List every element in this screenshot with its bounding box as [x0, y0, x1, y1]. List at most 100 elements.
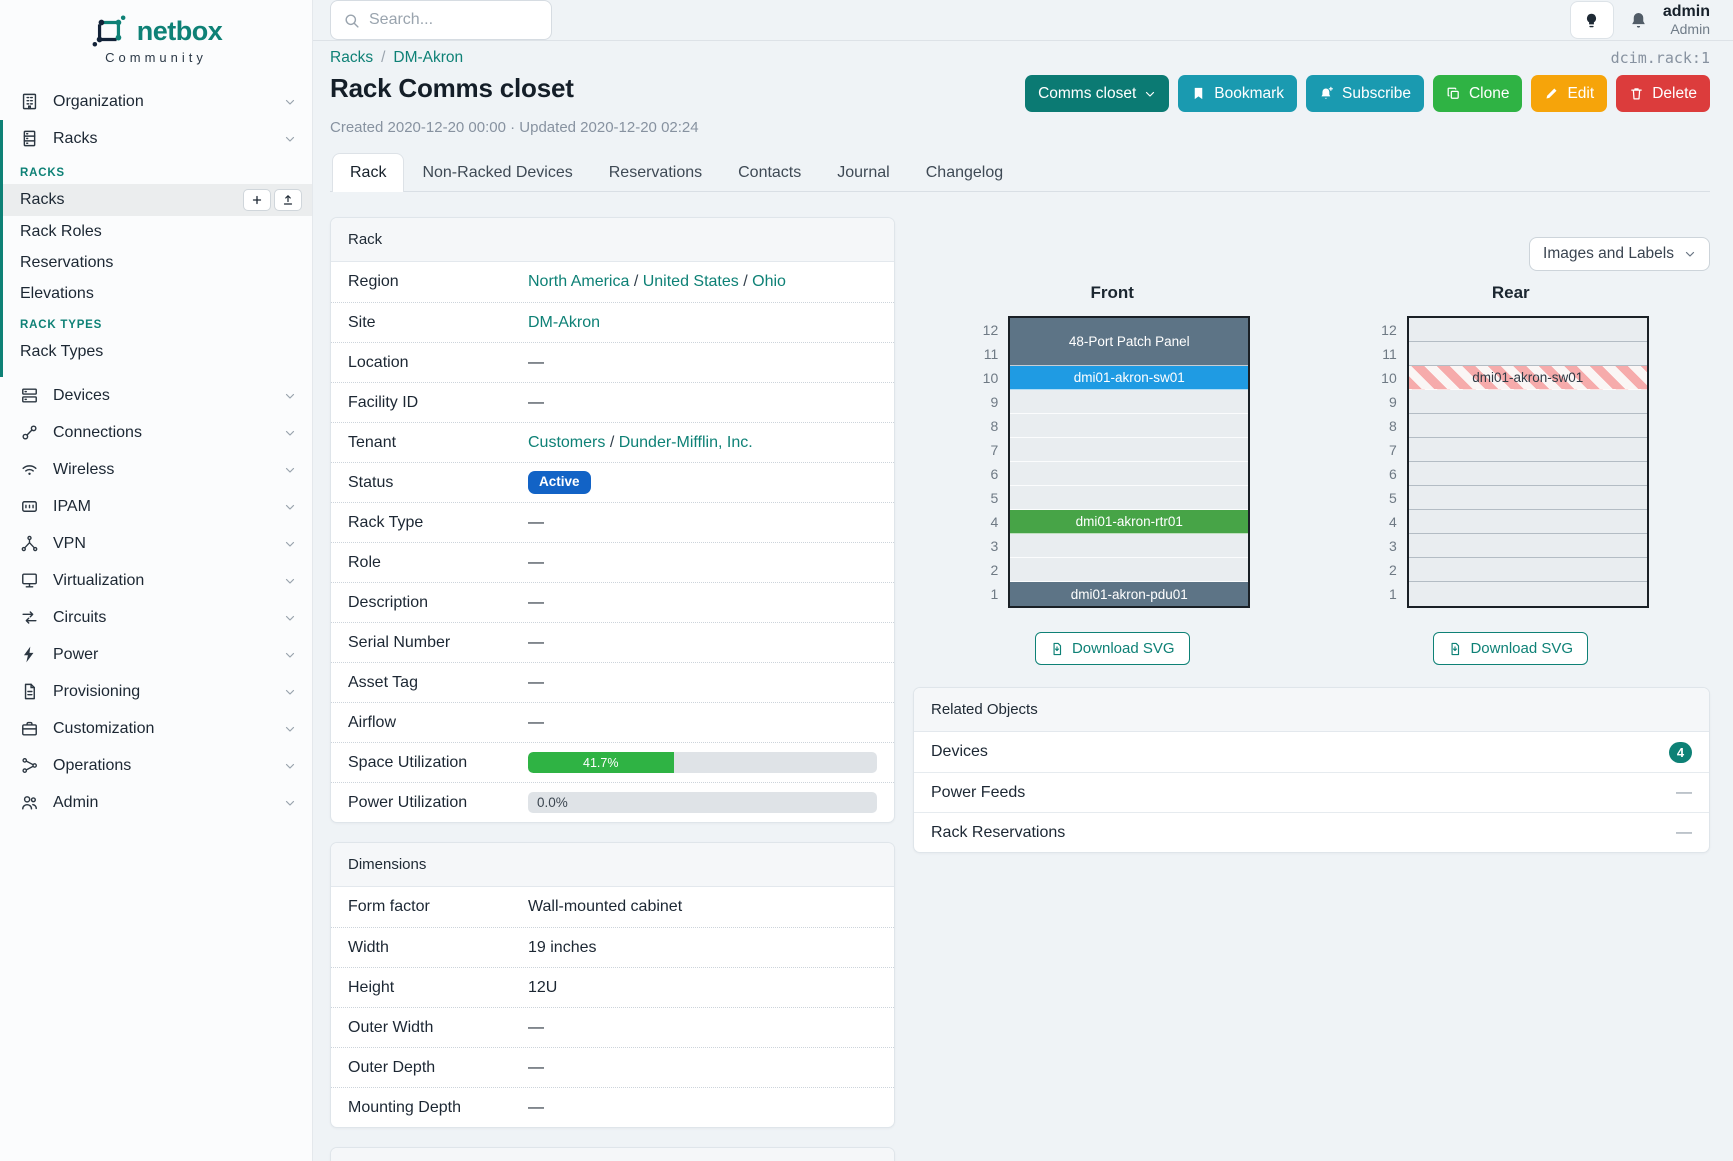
rack-name-dropdown-button[interactable]: Comms closet — [1025, 75, 1170, 112]
sidebar-item-devices[interactable]: Devices — [0, 377, 312, 414]
rack-empty-slot[interactable] — [1408, 510, 1647, 534]
sidebar-link-elevations[interactable]: Elevations — [20, 284, 94, 302]
region-link[interactable]: United States — [642, 273, 739, 290]
chevron-down-icon — [284, 133, 296, 145]
rack-empty-slot[interactable] — [1408, 558, 1647, 582]
related-objects-panel: Related Objects Devices 4 Power Feeds — … — [913, 687, 1710, 853]
virtualization-icon — [20, 571, 39, 590]
rack-empty-slot[interactable] — [1408, 534, 1647, 558]
images-labels-select[interactable]: Images and Labels — [1529, 237, 1710, 271]
rack-empty-slot[interactable] — [1010, 438, 1249, 462]
rack-device[interactable]: dmi01-akron-sw01 — [1010, 366, 1249, 390]
rack-device[interactable]: dmi01-akron-pdu01 — [1010, 582, 1249, 606]
tenant-group-link[interactable]: Customers — [528, 433, 606, 451]
delete-button[interactable]: Delete — [1616, 75, 1710, 112]
tab-changelog[interactable]: Changelog — [925, 164, 1004, 181]
unit-number: 12 — [1381, 322, 1397, 338]
theme-toggle-button[interactable] — [1569, 1, 1614, 39]
user-role: Admin — [1670, 21, 1710, 38]
field-row-rack-type: Rack Type — — [331, 502, 894, 542]
page-content: Racks / DM-Akron dcim.rack:1 Rack Comms … — [313, 41, 1733, 1161]
add-rack-button[interactable] — [243, 189, 271, 211]
rack-empty-slot[interactable] — [1010, 414, 1249, 438]
sidebar-item-wireless[interactable]: Wireless — [0, 451, 312, 488]
rack-empty-slot[interactable] — [1010, 486, 1249, 510]
unit-number: 11 — [983, 346, 999, 362]
search-input[interactable] — [369, 11, 539, 29]
sidebar-item-admin[interactable]: Admin — [0, 784, 312, 821]
rack-empty-slot[interactable] — [1408, 582, 1647, 606]
rack-empty-slot[interactable] — [1010, 390, 1249, 414]
import-racks-button[interactable] — [274, 189, 302, 211]
netbox-logo[interactable]: netbox Community — [0, 0, 312, 75]
chevron-down-icon — [284, 501, 296, 513]
rack-empty-slot[interactable] — [1408, 462, 1647, 486]
rack-empty-slot[interactable] — [1408, 438, 1647, 462]
region-link[interactable]: North America — [528, 273, 630, 290]
tab-journal[interactable]: Journal — [837, 164, 890, 181]
created-updated-meta: Created 2020-12-20 00:00 · Updated 2020-… — [330, 119, 699, 136]
admin-icon — [20, 793, 39, 812]
related-row-devices[interactable]: Devices 4 — [914, 732, 1709, 772]
site-link[interactable]: DM-Akron — [528, 313, 601, 331]
breadcrumb-racks[interactable]: Racks — [330, 49, 374, 66]
sidebar-item-organization[interactable]: Organization — [0, 83, 312, 120]
chevron-down-icon — [284, 760, 296, 772]
sidebar-item-power[interactable]: Power — [0, 636, 312, 673]
rack-device[interactable]: dmi01-akron-sw01 — [1408, 366, 1647, 390]
clone-button[interactable]: Clone — [1432, 75, 1523, 112]
rack-empty-slot[interactable] — [1010, 558, 1249, 582]
wifi-icon — [20, 460, 39, 479]
user-menu[interactable]: admin Admin — [1663, 3, 1710, 37]
rack-empty-slot[interactable] — [1408, 342, 1647, 366]
rack-device[interactable]: 48-Port Patch Panel — [1010, 318, 1249, 366]
breadcrumb-site[interactable]: DM-Akron — [393, 49, 464, 66]
sidebar-item-ipam[interactable]: IPAM — [0, 488, 312, 525]
tab-contacts[interactable]: Contacts — [738, 164, 802, 181]
sidebar-link-racks[interactable]: Racks — [3, 184, 312, 216]
chevron-down-icon — [284, 649, 296, 661]
lightbulb-icon — [1583, 12, 1600, 29]
sidebar-item-connections[interactable]: Connections — [0, 414, 312, 451]
sidebar-item-customization[interactable]: Customization — [0, 710, 312, 747]
racks-submenu: RACKS Racks Rack Roles Reservations Elev… — [3, 157, 312, 377]
tenant-link[interactable]: Dunder-Mifflin, Inc. — [618, 433, 753, 451]
edit-button[interactable]: Edit — [1531, 75, 1608, 112]
copy-icon — [1446, 86, 1461, 101]
rack-empty-slot[interactable] — [1010, 534, 1249, 558]
chevron-down-icon — [284, 390, 296, 402]
dimensions-panel-title: Dimensions — [331, 843, 894, 887]
section-header-racks: RACKS — [20, 167, 65, 179]
rack-device[interactable]: dmi01-akron-rtr01 — [1010, 510, 1249, 534]
rack-empty-slot[interactable] — [1408, 390, 1647, 414]
download-svg-rear-button[interactable]: Download SVG — [1433, 632, 1589, 665]
region-link[interactable]: Ohio — [752, 273, 786, 290]
notifications-button[interactable] — [1629, 11, 1648, 30]
sidebar-item-racks[interactable]: Racks — [3, 120, 312, 157]
search-box[interactable] — [330, 0, 552, 40]
rack-empty-slot[interactable] — [1010, 462, 1249, 486]
tab-rack[interactable]: Rack — [332, 153, 405, 192]
sidebar-link-rack-roles[interactable]: Rack Roles — [20, 222, 102, 240]
bookmark-button[interactable]: Bookmark — [1178, 75, 1298, 112]
sidebar-link-rack-types[interactable]: Rack Types — [20, 342, 104, 360]
rack-empty-slot[interactable] — [1408, 414, 1647, 438]
sidebar-item-circuits[interactable]: Circuits — [0, 599, 312, 636]
sidebar-group-racks: Racks RACKS Racks Rack Roles Reservation… — [0, 120, 312, 377]
download-svg-front-button[interactable]: Download SVG — [1034, 632, 1190, 665]
sidebar-item-provisioning[interactable]: Provisioning — [0, 673, 312, 710]
subscribe-button[interactable]: Subscribe — [1306, 75, 1424, 112]
rack-empty-slot[interactable] — [1408, 486, 1647, 510]
rack-icon — [20, 129, 39, 148]
tab-reservations[interactable]: Reservations — [608, 164, 703, 181]
field-row-airflow: Airflow — — [331, 702, 894, 742]
chevron-down-icon — [284, 464, 296, 476]
sidebar-item-operations[interactable]: Operations — [0, 747, 312, 784]
front-rack-diagram: 12 11 10 9 8 7 6 5 4 3 2 1 48-Port Patch Panel dmi01… — [974, 316, 1251, 608]
tab-non-racked-devices[interactable]: Non-Racked Devices — [422, 164, 573, 181]
sidebar-item-vpn[interactable]: VPN — [0, 525, 312, 562]
sidebar-item-virtualization[interactable]: Virtualization — [0, 562, 312, 599]
rack-empty-slot[interactable] — [1408, 318, 1647, 342]
sidebar-link-reservations[interactable]: Reservations — [20, 253, 114, 271]
unit-number: 2 — [1388, 562, 1397, 578]
